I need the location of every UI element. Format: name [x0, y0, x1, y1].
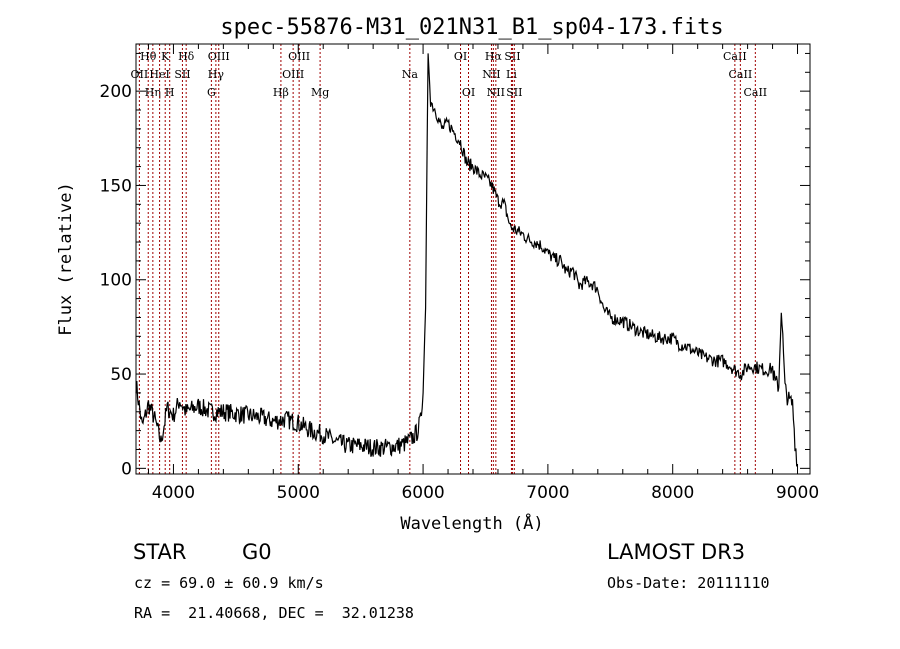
spectral-line-label: SII — [504, 50, 520, 63]
spectral-line-label: HeI — [149, 68, 169, 81]
x-tick-label: 7000 — [526, 483, 569, 503]
y-tick-label: 200 — [100, 82, 132, 102]
x-tick-label: 8000 — [651, 483, 694, 503]
spectral-line-label: OIII — [208, 50, 230, 63]
y-axis-label: Flux (relative) — [56, 182, 76, 336]
spectral-line-label: CaII — [723, 50, 747, 63]
spectral-line-label: OI — [462, 86, 475, 99]
spectral-lines: OII Hθ Hη HeI K H SII Hδ G Hγ OIII Hβ OIII OIII Mg Na OI… — [131, 44, 767, 474]
object-subclass: G0 — [242, 540, 272, 564]
spectral-line-label: OIII — [288, 50, 310, 63]
x-tick-label: 5000 — [277, 483, 320, 503]
x-tick-label: 9000 — [776, 483, 819, 503]
series-flux-line — [135, 53, 799, 467]
spectral-line-label: Hη — [145, 86, 161, 99]
spectral-line-label: K — [161, 50, 170, 63]
y-tick-label: 50 — [110, 365, 132, 385]
spectral-line-label: OI — [454, 50, 467, 63]
spectral-line-label: OII — [131, 68, 149, 81]
spectral-line-label: Hγ — [208, 68, 225, 81]
spectral-line-label: CaII — [729, 68, 753, 81]
spectral-line-label: NII — [487, 86, 505, 99]
x-axis-label: Wavelength (Å) — [400, 512, 543, 534]
spectral-line-label: Hθ — [140, 50, 157, 63]
spectral-line-label: OIII — [282, 68, 304, 81]
spectral-line-label: Li — [506, 68, 517, 81]
spectral-line-label: SII — [174, 68, 190, 81]
spectral-line-label: NII — [482, 68, 500, 81]
chart-title: spec-55876-M31_021N31_B1_sp04-173.fits — [220, 15, 723, 40]
spectral-line-label: Hβ — [273, 86, 289, 99]
coordinates: RA = 21.40668, DEC = 32.01238 — [134, 604, 414, 622]
y-tick-label: 0 — [121, 459, 132, 479]
y-tick-label: 100 — [100, 271, 132, 291]
spectral-line-label: Hδ — [178, 50, 195, 63]
spectral-line-label: H — [165, 86, 175, 99]
spectral-line-label: SII — [506, 86, 522, 99]
survey-name: LAMOST DR3 — [607, 540, 746, 564]
obs-date: Obs-Date: 20111110 — [607, 574, 770, 592]
spectral-line-label: Na — [402, 68, 419, 81]
redshift-cz: cz = 69.0 ± 60.9 km/s — [134, 574, 324, 592]
axis-ticks: 4000 5000 6000 7000 8000 9000 0 50 100 150 200 — [100, 44, 819, 503]
spectral-line-label: CaII — [743, 86, 767, 99]
spectral-line-label: Hα — [485, 50, 503, 63]
spectral-line-label: Mg — [311, 86, 329, 99]
x-tick-label: 6000 — [401, 483, 444, 503]
y-tick-label: 150 — [100, 176, 132, 196]
spectral-line-label: G — [207, 86, 216, 99]
x-tick-label: 4000 — [152, 483, 195, 503]
plot-frame — [135, 43, 811, 475]
object-class: STAR — [133, 540, 187, 564]
